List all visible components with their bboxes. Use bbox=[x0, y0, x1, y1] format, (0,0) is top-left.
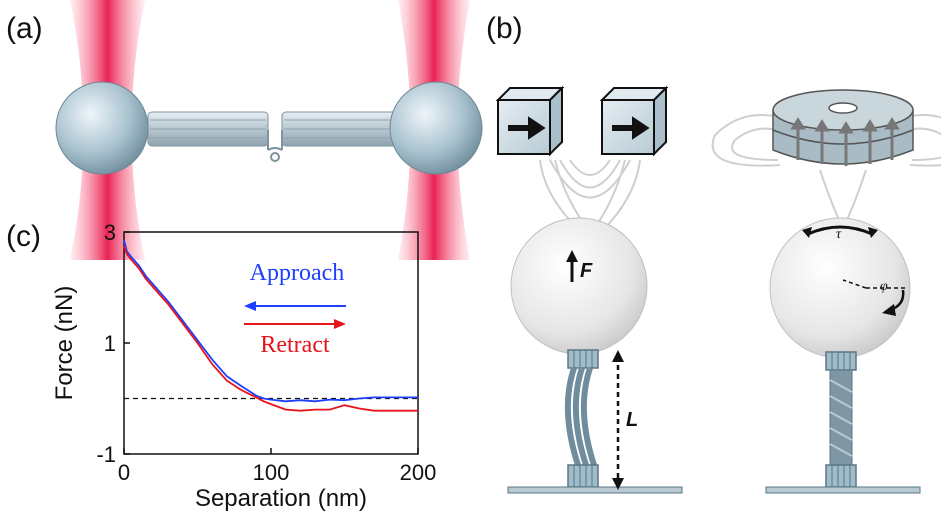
length-arrow-icon bbox=[612, 350, 624, 490]
length-symbol: L bbox=[626, 409, 638, 431]
torque-symbol: τ bbox=[836, 227, 842, 242]
magnet-cube-left bbox=[495, 85, 565, 157]
panel-b: (b) F bbox=[486, 12, 941, 494]
y-tick-label: 1 bbox=[104, 331, 116, 356]
series-line-approach bbox=[123, 240, 418, 403]
legend-arrowhead-approach bbox=[244, 301, 256, 311]
x-tick-label: 0 bbox=[118, 460, 130, 485]
panel-c-label: (c) bbox=[6, 220, 41, 253]
legend-label-retract: Retract bbox=[260, 332, 330, 358]
panel-c: (c) 0 100 200 3 1 -1 Separation (nm) Force (nN)… bbox=[6, 220, 436, 512]
legend-arrowhead-retract bbox=[334, 319, 346, 329]
x-tick-label: 100 bbox=[253, 460, 290, 485]
surface-left bbox=[507, 486, 683, 494]
torque-arrow-icon bbox=[802, 225, 878, 238]
surface-right bbox=[765, 486, 921, 494]
x-axis-label: Separation (nm) bbox=[195, 485, 367, 512]
force-symbol: F bbox=[580, 260, 593, 282]
y-tick-label: 3 bbox=[104, 220, 116, 245]
angle-arrow-icon bbox=[842, 279, 907, 316]
dna-tether-right bbox=[825, 351, 857, 488]
panel-a: (a) bbox=[6, 0, 483, 260]
series-line-retract bbox=[123, 245, 418, 412]
angle-symbol: φ bbox=[880, 279, 888, 294]
dna-tether-left bbox=[564, 349, 599, 488]
panel-a-label: (a) bbox=[6, 12, 43, 45]
panel-b-label: (b) bbox=[486, 12, 523, 45]
magnetic-bead-force bbox=[510, 217, 648, 355]
y-axis-label: Force (nN) bbox=[51, 286, 78, 401]
x-tick-label: 200 bbox=[400, 460, 437, 485]
force-arrow-icon bbox=[566, 250, 578, 282]
trapped-bead-right bbox=[389, 81, 483, 175]
trapped-bead-left bbox=[55, 81, 149, 175]
y-tick-label: -1 bbox=[96, 442, 116, 467]
force-separation-chart: 0 100 200 3 1 -1 Separation (nm) Force (nN) Appr… bbox=[51, 220, 436, 512]
dna-origami-bundle bbox=[147, 111, 399, 162]
ring-magnet bbox=[772, 89, 914, 166]
legend-label-approach: Approach bbox=[250, 260, 345, 286]
magnet-cube-right bbox=[599, 85, 669, 157]
